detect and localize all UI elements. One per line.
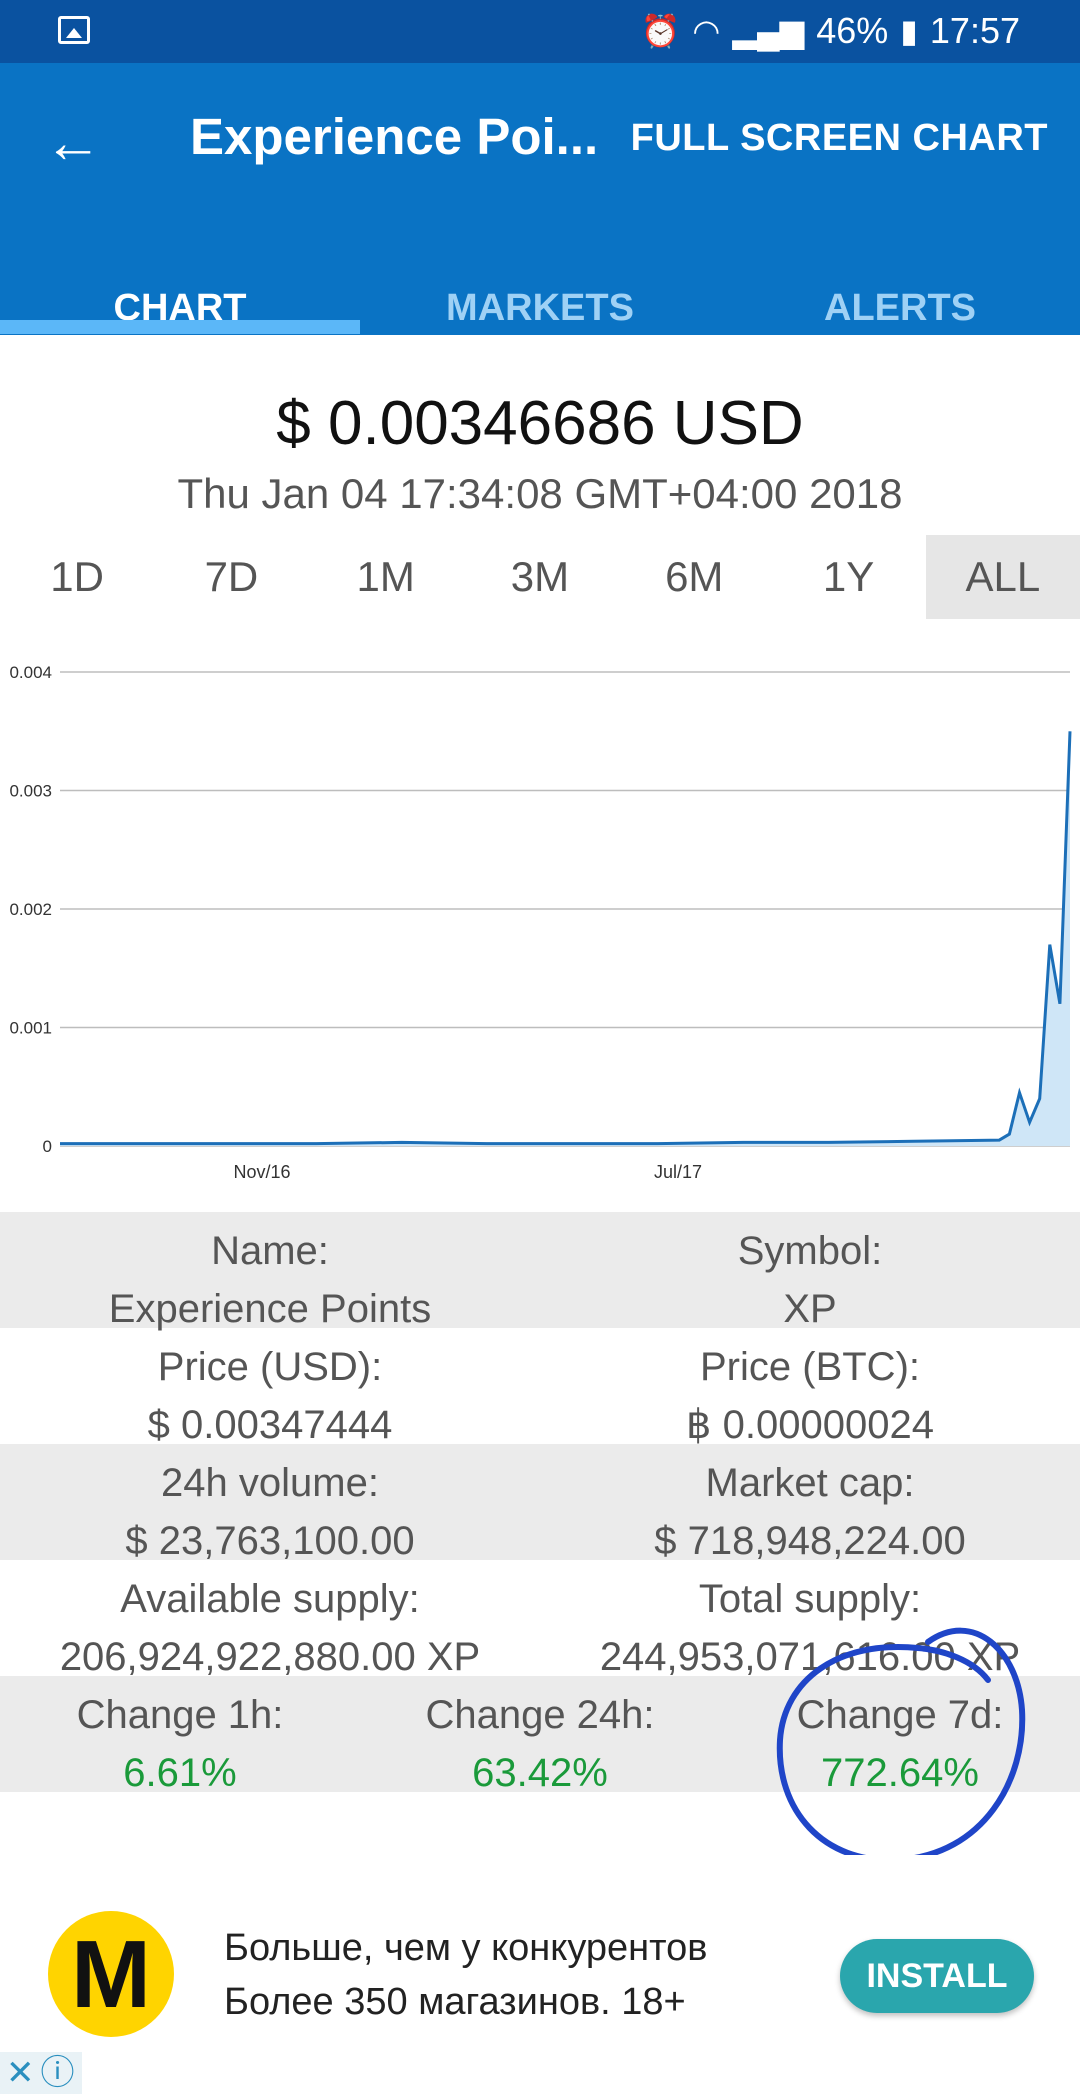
change-24h-cell: Change 24h: 63.42% [360,1676,720,1795]
y-tick-label: 0 [43,1137,52,1156]
total-supply-cell: Total supply: 244,953,071,616.00 XP [540,1560,1080,1679]
volume-cell: 24h volume: $ 23,763,100.00 [0,1444,540,1563]
total-supply-label: Total supply: [698,1577,922,1621]
name-value: Experience Points [108,1287,432,1331]
info-row: Name: Experience Points Symbol: XP [0,1212,1080,1331]
change-24h-label: Change 24h: [425,1693,655,1737]
range-1m[interactable]: 1M [356,553,415,600]
y-tick-label: 0.002 [9,900,52,919]
price-timestamp: Thu Jan 04 17:34:08 GMT+04:00 2018 [177,470,903,517]
price-series-line [60,731,1072,1146]
page-title: Experience Poi... [190,108,599,165]
range-1d[interactable]: 1D [50,553,104,600]
volume-value: $ 23,763,100.00 [125,1519,415,1563]
change-7d-label: Change 7d: [796,1693,1004,1737]
x-tick-label: Jul/17 [654,1162,702,1182]
price-chart[interactable]: 0 0.001 0.002 0.003 0.004 Nov/16 Jul/17 [0,640,1080,1200]
symbol-label: Symbol: [737,1229,883,1273]
ad-choices[interactable]: ✕ ⓘ [0,2052,82,2094]
range-selector: 1D 7D 1M 3M 6M 1Y ALL [0,535,1080,619]
image-notification-icon [58,16,90,44]
available-supply-label: Available supply: [120,1577,420,1621]
full-screen-chart-button[interactable]: FULL SCREEN CHART [630,117,1048,159]
app-bar: ← Experience Poi... FULL SCREEN CHART CH… [0,63,1080,335]
symbol-value: XP [783,1287,837,1331]
alarm-icon: ⏰ [640,13,681,49]
info-row: Change 1h: 6.61% Change 24h: 63.42% Chan… [0,1676,1080,1795]
close-icon[interactable]: ✕ [6,2054,35,2092]
y-tick-label: 0.003 [9,782,52,801]
tab-markets[interactable]: MARKETS [446,287,634,329]
market-cap-label: Market cap: [705,1461,915,1505]
price-usd-value: $ 0.00347444 [147,1403,393,1447]
range-all[interactable]: ALL [925,535,1080,619]
ad-line-1: Больше, чем у конкурентов [224,1927,708,1969]
range-6m[interactable]: 6M [665,553,724,600]
battery-icon: ▮ [900,13,918,49]
current-price: $ 0.00346686 USD [276,389,804,458]
symbol-cell: Symbol: XP [540,1212,1080,1331]
change-1h-value: 6.61% [123,1751,237,1795]
price-usd-cell: Price (USD): $ 0.00347444 [0,1328,540,1447]
available-supply-value: 206,924,922,880.00 XP [59,1635,481,1679]
price-btc-label: Price (BTC): [700,1345,920,1389]
change-7d-cell: Change 7d: 772.64% [720,1676,1080,1795]
wifi-icon: ◠ [692,13,721,49]
status-bar: ⏰ ◠ ▂▄▆ 46% ▮ 17:57 [0,0,1080,63]
info-row: Available supply: 206,924,922,880.00 XP … [0,1560,1080,1679]
ad-banner[interactable]: M Больше, чем у конкурентов Более 350 ма… [0,1855,1080,2094]
volume-label: 24h volume: [161,1461,379,1505]
ad-line-2: Более 350 магазинов. 18+ [224,1981,686,2023]
install-button[interactable]: INSTALL [840,1939,1034,2013]
price-area-fill [60,731,1070,1146]
change-7d-value: 772.64% [821,1751,979,1795]
available-supply-cell: Available supply: 206,924,922,880.00 XP [0,1560,540,1679]
range-7d[interactable]: 7D [204,553,259,600]
change-1h-label: Change 1h: [76,1693,284,1737]
name-cell: Name: Experience Points [0,1212,540,1331]
info-row: Price (USD): $ 0.00347444 Price (BTC): ฿… [0,1328,1080,1447]
tab-bar: CHART MARKETS ALERTS [0,273,1080,335]
ad-logo[interactable]: M [48,1911,174,2037]
price-usd-label: Price (USD): [157,1345,383,1389]
range-1y[interactable]: 1Y [822,553,875,600]
info-row: 24h volume: $ 23,763,100.00 Market cap: … [0,1444,1080,1563]
y-tick-label: 0.001 [9,1019,52,1038]
clock: 17:57 [929,10,1020,51]
active-tab-indicator [0,320,360,334]
status-icons: ⏰ ◠ ▂▄▆ 46% ▮ 17:57 [641,10,1020,52]
market-cap-cell: Market cap: $ 718,948,224.00 [540,1444,1080,1563]
back-arrow-icon[interactable]: ← [44,110,102,175]
change-24h-value: 63.42% [472,1751,608,1795]
market-cap-value: $ 718,948,224.00 [654,1519,966,1563]
price-btc-value: ฿ 0.00000024 [686,1403,934,1447]
ad-text[interactable]: Больше, чем у конкурентов Более 350 мага… [224,1921,707,2029]
info-icon[interactable]: ⓘ [40,2054,75,2092]
change-1h-cell: Change 1h: 6.61% [0,1676,360,1795]
coin-info-table: Name: Experience Points Symbol: XP Price… [0,1212,1080,1795]
x-tick-label: Nov/16 [233,1162,290,1182]
name-label: Name: [211,1229,329,1273]
battery-percent: 46% [816,10,889,51]
range-3m[interactable]: 3M [510,553,570,600]
tab-alerts[interactable]: ALERTS [824,287,976,329]
y-tick-label: 0.004 [9,663,52,682]
signal-icon: ▂▄▆ [732,13,805,49]
price-btc-cell: Price (BTC): ฿ 0.00000024 [540,1328,1080,1447]
